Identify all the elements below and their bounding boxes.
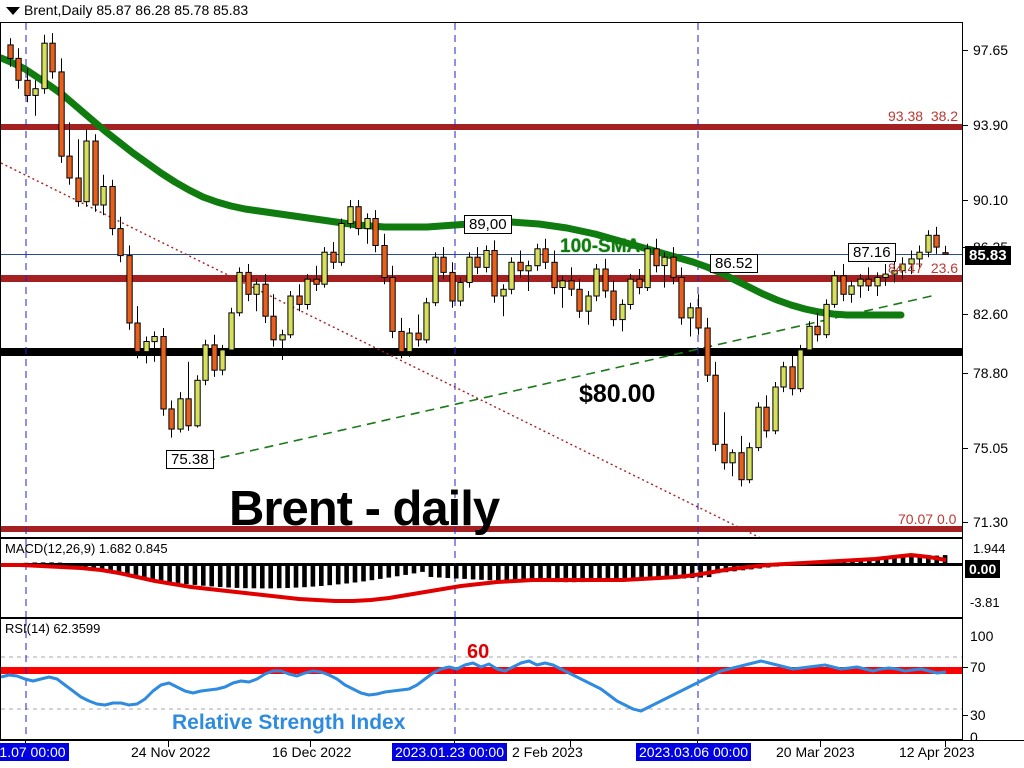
rsi-name-annotation: Relative Strength Index <box>172 711 406 734</box>
triangle-down-icon[interactable] <box>6 7 20 15</box>
sma-annotation: 100-SMA <box>560 236 641 257</box>
rsi-tick-0: 100 <box>970 628 994 644</box>
time-label-7: 12 Apr 2023 <box>899 744 975 760</box>
descending-trendline <box>1 162 761 537</box>
chart-header: Brent,Daily 85.87 86.28 85.78 85.83 <box>0 0 1024 22</box>
price-tick-2: 90.10 <box>973 192 1009 208</box>
support-line-80 <box>1 348 962 356</box>
rsi-canvas <box>1 619 962 739</box>
macd-tick-1: -3.81 <box>970 595 1000 610</box>
callout-8652: 86.52 <box>710 254 758 273</box>
current-price-line <box>1 254 962 255</box>
support-annotation: $80.00 <box>579 380 656 408</box>
time-label-1: 24 Nov 2022 <box>131 744 211 760</box>
rsi-tick-2: 30 <box>970 707 986 723</box>
fib-line-38-2 <box>1 124 962 130</box>
time-label-2: 16 Dec 2022 <box>272 744 352 760</box>
callout-8716: 87.16 <box>848 243 896 262</box>
candlestick-series <box>7 33 949 487</box>
rsi-60-annotation: 60 <box>467 641 490 663</box>
macd-caption: MACD(12,26,9) 1.682 0.845 <box>5 541 168 556</box>
macd-tick-0: 1.944 <box>973 541 1006 556</box>
current-price-tag: 85.83 <box>965 246 1011 265</box>
price-axis[interactable]: 97.65 93.90 90.10 86.35 82.60 78.80 75.0… <box>962 22 1024 745</box>
rsi-tick-1: 70 <box>970 659 986 675</box>
price-chart-canvas <box>1 23 962 537</box>
time-label-6: 20 Mar 2023 <box>776 744 855 760</box>
macd-pane[interactable]: MACD(12,26,9) 1.682 0.845 <box>0 538 963 618</box>
rsi-tick-3: 0 <box>970 729 978 745</box>
price-tick-4: 82.60 <box>973 306 1009 322</box>
price-tick-0: 97.65 <box>973 42 1009 58</box>
chart-title-annotation: Brent - daily <box>229 482 500 536</box>
price-tick-1: 93.90 <box>973 117 1009 133</box>
time-label-0: 2.11.07 00:00 <box>0 743 69 761</box>
time-axis[interactable]: 2.11.07 00:00 24 Nov 2022 16 Dec 2022 20… <box>0 740 1024 768</box>
macd-canvas <box>1 539 962 617</box>
time-label-5: 2023.03.06 00:00 <box>636 743 751 761</box>
rsi-caption: RSI(14) 62.3599 <box>5 621 101 636</box>
fib-label-23-6: 84.47 23.6 <box>888 260 959 276</box>
symbol-ohlc-label: Brent,Daily 85.87 86.28 85.78 85.83 <box>24 2 249 18</box>
rsi-level-60-line <box>1 667 962 674</box>
callout-89: 89,00 <box>464 215 512 234</box>
fib-line-23-6 <box>1 275 962 282</box>
ascending-trendline <box>205 294 937 462</box>
price-tick-7: 71.30 <box>973 514 1009 530</box>
macd-signal-line <box>1 553 947 603</box>
macd-histogram <box>7 555 948 589</box>
time-label-4: 2 Feb 2023 <box>512 744 583 760</box>
rsi-line <box>1 659 947 713</box>
macd-zero-tag: 0.00 <box>965 560 1001 578</box>
price-tick-5: 78.80 <box>973 365 1009 381</box>
price-chart-pane[interactable]: 89,00 86.52 87.16 75.38 100-SMA $80.00 B… <box>0 22 963 538</box>
fib-label-38-2: 93.38 38.2 <box>888 108 959 124</box>
time-label-3: 2023.01.23 00:00 <box>392 743 507 761</box>
price-tick-6: 75.05 <box>973 440 1009 456</box>
fib-label-0-0: 70.07 0.0 <box>898 511 957 527</box>
callout-7538: 75.38 <box>166 450 214 469</box>
rsi-pane[interactable]: RSI(14) 62.3599 60 Relative Strength Ind… <box>0 618 963 740</box>
sma-100-line <box>1 54 905 319</box>
fib-line-0-0 <box>1 526 962 532</box>
